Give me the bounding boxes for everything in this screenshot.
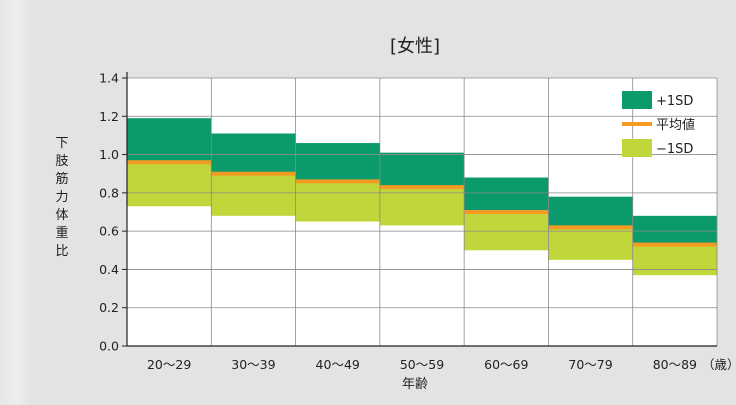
band-plus1sd-2 — [295, 143, 380, 182]
x-tick-label: 80〜89 — [653, 357, 697, 372]
chart-title: [女性] — [390, 36, 440, 57]
y-axis-label-char: 下 — [55, 136, 68, 151]
mean-line-4 — [464, 210, 549, 214]
legend: +1SD 平均値 −1SD — [622, 91, 695, 157]
band-minus1sd-0 — [127, 162, 212, 207]
y-tick-label: 0.2 — [99, 300, 119, 315]
y-axis-label-char: 筋 — [55, 171, 68, 187]
band-minus1sd-1 — [211, 173, 296, 216]
legend-swatch-minus1sd — [622, 139, 652, 157]
band-plus1sd-0 — [127, 118, 212, 163]
y-axis-label-char: 肢 — [55, 153, 68, 169]
band-plus1sd-4 — [464, 177, 549, 212]
y-tick-label: 0.6 — [99, 224, 119, 239]
legend-label: −1SD — [656, 142, 693, 157]
legend-swatch-plus1sd — [622, 91, 652, 109]
legend-label: +1SD — [656, 94, 693, 109]
plot-area: 0.0 0.2 0.4 0.6 0.8 1.0 1.2 1.4 20〜29 30〜39 40〜49 5… — [99, 71, 718, 372]
y-tick-label: 1.0 — [99, 147, 119, 162]
mean-line-6 — [632, 242, 717, 247]
y-axis-label-char: 比 — [55, 244, 68, 259]
mean-line-0 — [127, 160, 212, 165]
band-plus1sd-1 — [211, 133, 296, 174]
y-axis-label-char: 重 — [55, 225, 68, 241]
mean-line-2 — [295, 179, 380, 184]
x-tick-label: 50〜59 — [400, 357, 444, 372]
y-tick-label: 1.2 — [99, 109, 119, 124]
y-axis-label-char: 力 — [55, 190, 68, 205]
band-minus1sd-5 — [548, 227, 633, 260]
y-tick-label: 0.8 — [99, 185, 119, 200]
legend-label: 平均値 — [656, 117, 695, 133]
x-tick-label: 70〜79 — [568, 357, 612, 372]
y-tick-label: 1.4 — [99, 71, 119, 86]
band-plus1sd-6 — [632, 215, 717, 245]
x-axis-label: 年齢 — [402, 377, 428, 392]
mean-line-5 — [548, 225, 633, 230]
x-tick-label: 60〜69 — [484, 357, 528, 372]
x-tick-label: 40〜49 — [316, 357, 360, 372]
y-axis-label-char: 体 — [55, 208, 68, 223]
band-minus1sd-6 — [632, 244, 717, 276]
band-minus1sd-3 — [379, 187, 465, 226]
x-axis-unit: （歳） — [702, 357, 736, 372]
band-plus1sd-3 — [379, 152, 465, 188]
band-minus1sd-2 — [295, 181, 380, 222]
x-tick-label: 30〜39 — [231, 357, 275, 372]
legend-swatch-mean — [622, 122, 652, 126]
band-plus1sd-5 — [548, 196, 633, 228]
mean-line-1 — [211, 171, 296, 176]
x-tick-label: 20〜29 — [147, 357, 191, 372]
y-tick-label: 0.0 — [99, 339, 119, 354]
y-tick-label: 0.4 — [99, 262, 119, 277]
mean-line-3 — [379, 185, 465, 190]
